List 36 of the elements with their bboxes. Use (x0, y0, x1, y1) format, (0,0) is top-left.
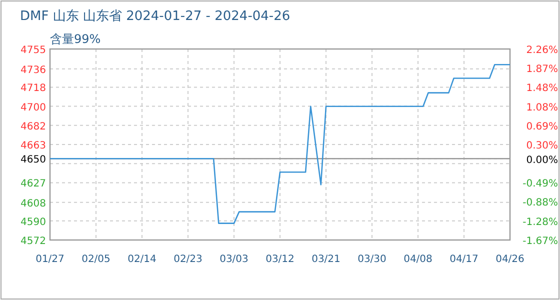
y2-tick-label: 2.26% (526, 45, 558, 56)
x-tick-label: 04/17 (450, 254, 478, 265)
x-tick-label: 03/30 (358, 254, 386, 265)
y-tick-label: 4663 (20, 140, 46, 152)
x-tick-label: 04/26 (496, 254, 524, 265)
y-tick-label: 4650 (20, 154, 46, 166)
y-tick-label: 4608 (20, 198, 46, 210)
y2-tick-label: -0.88% (522, 198, 558, 209)
y2-tick-label: -0.49% (522, 178, 558, 190)
x-tick-label: 04/08 (404, 254, 432, 265)
y-tick-label: 4627 (20, 178, 46, 190)
y2-tick-label: 1.08% (526, 102, 558, 114)
y-tick-label: 4700 (20, 102, 46, 114)
y2-tick-label: -1.28% (522, 217, 558, 228)
x-tick-label: 02/14 (128, 254, 156, 265)
y-tick-label: 4755 (20, 45, 46, 56)
y2-tick-label: 0.00% (526, 154, 558, 166)
x-tick-label: 02/23 (174, 254, 202, 265)
chart-subtitle: 含量99% (50, 32, 101, 46)
x-tick-label: 03/12 (266, 254, 294, 265)
x-tick-label: 01/27 (36, 254, 64, 265)
chart-title: DMF 山东 山东省 2024-01-27 - 2024-04-26 (20, 9, 290, 24)
y-tick-label: 4736 (20, 64, 46, 76)
x-tick-label: 03/21 (312, 254, 340, 265)
y-tick-label: 4718 (20, 83, 46, 94)
y-tick-label: 4590 (20, 216, 46, 228)
x-tick-label: 02/05 (82, 254, 110, 265)
line-series (49, 64, 511, 224)
y2-tick-label: 1.48% (526, 82, 558, 94)
x-tick-label: 03/03 (220, 254, 248, 265)
y2-tick-label: 0.69% (526, 121, 558, 132)
y2-tick-label: 0.30% (526, 140, 558, 152)
y-tick-label: 4572 (20, 236, 46, 247)
y2-tick-label: -1.67% (522, 236, 558, 247)
y-tick-label: 4682 (20, 121, 46, 132)
y2-tick-label: 1.87% (526, 64, 558, 75)
